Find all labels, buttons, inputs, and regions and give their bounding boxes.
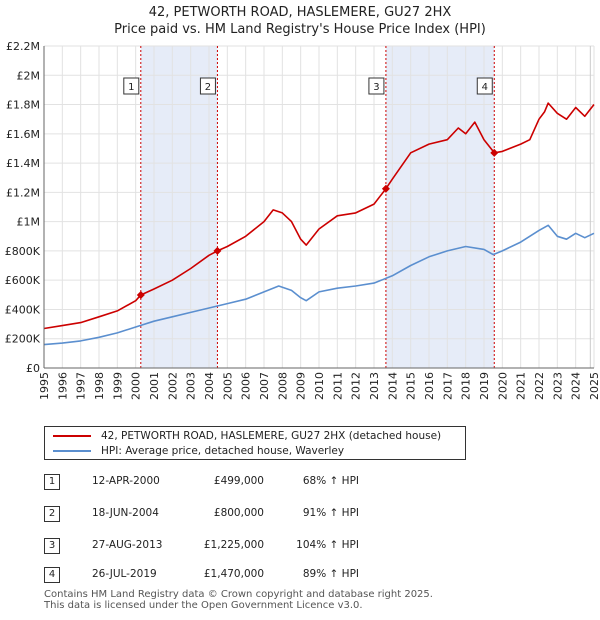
x-tick-label: 1999 [111,372,124,400]
transaction-date: 27-AUG-2013 [92,539,163,551]
x-tick-label: 2025 [588,372,600,400]
sale-point [490,148,499,157]
x-tick-label: 2024 [570,372,583,400]
shaded-period [385,46,495,368]
y-tick-label: £1M [17,216,41,229]
x-tick-label: 2023 [551,372,564,400]
x-tick-label: 1998 [93,372,106,400]
legend-item-hpi: HPI: Average price, detached house, Wave… [53,444,344,458]
annotation-box [368,77,385,95]
y-tick-label: £400K [5,303,41,316]
x-tick-label: 2001 [148,372,161,400]
transaction-number: 3 [44,538,60,554]
x-tick-label: 2000 [130,372,143,400]
x-tick-label: 2013 [368,372,381,400]
annotation-label: 1 [128,82,134,93]
annotation-box [123,77,140,95]
transaction-hpi: 91% ↑ HPI [302,507,359,519]
transaction-number: 2 [44,506,60,522]
x-tick-label: 2018 [460,372,473,400]
transaction-date: 12-APR-2000 [92,475,160,487]
transaction-hpi: 89% ↑ HPI [302,568,359,580]
y-tick-label: £2.2M [6,40,40,53]
x-tick-label: 2010 [313,372,326,400]
x-tick-label: 2006 [240,372,253,400]
y-tick-label: £800K [5,245,41,258]
transaction-row: 3 27-AUG-2013 £1,225,000 104% ↑ HPI [44,538,384,554]
transaction-hpi: 104% ↑ HPI [296,539,359,551]
annotation-box [199,77,216,95]
y-tick-label: £2M [17,69,41,82]
y-tick-label: £1.8M [6,99,40,112]
transaction-date: 18-JUN-2004 [92,507,159,519]
x-tick-label: 2007 [258,372,271,400]
annotation-box [476,77,493,95]
legend-item-property: 42, PETWORTH ROAD, HASLEMERE, GU27 2HX (… [53,429,441,443]
x-tick-label: 2016 [423,372,436,400]
x-tick-label: 2004 [203,372,216,400]
price-chart: 1 2 3 4 £0 £200K £400K £600K £800K £1M £1.2M £1.4M £… [5,40,600,400]
x-tick-label: 1997 [75,372,88,400]
x-tick-label: 2012 [350,372,363,400]
transaction-row: 4 26-JUL-2019 £1,470,000 89% ↑ HPI [44,567,384,583]
legend-label-hpi: HPI: Average price, detached house, Wave… [101,445,345,457]
property-price-line [43,102,595,330]
annotation-label: 4 [482,82,488,93]
sale-point [213,246,222,255]
transaction-price: £800,000 [213,507,264,519]
x-tick-label: 2014 [386,372,399,400]
x-tick-label: 2015 [405,372,418,400]
legend-swatch-hpi [53,450,91,452]
x-tick-label: 2009 [295,372,308,400]
y-tick-label: £0 [26,362,40,375]
legend-swatch-property [53,435,91,437]
footer: Contains HM Land Registry data © Crown c… [44,589,433,611]
x-tick-label: 2017 [441,372,454,400]
x-tick-label: 2021 [515,372,528,400]
chart-subtitle: Price paid vs. HM Land Registry's House … [114,22,486,37]
x-tick-label: 2008 [276,372,289,400]
transaction-price: £1,225,000 [203,539,264,551]
x-tick-label: 1996 [56,372,69,400]
transaction-number: 1 [44,474,60,490]
annotation-label: 3 [373,82,379,93]
transaction-number: 4 [44,567,60,583]
chart-title: 42, PETWORTH ROAD, HASLEMERE, GU27 2HX [148,5,452,20]
x-tick-label: 1995 [38,372,51,400]
transaction-row: 1 12-APR-2000 £499,000 68% ↑ HPI [44,474,384,490]
legend: 42, PETWORTH ROAD, HASLEMERE, GU27 2HX (… [44,426,466,460]
x-tick-label: 2003 [185,372,198,400]
transaction-price: £499,000 [213,475,264,487]
y-tick-label: £1.4M [6,157,40,170]
legend-label-property: 42, PETWORTH ROAD, HASLEMERE, GU27 2HX (… [101,430,442,442]
x-tick-label: 2002 [166,372,179,400]
y-tick-label: £1.6M [6,128,40,141]
transaction-price: £1,470,000 [203,568,264,580]
footer-copyright: Contains HM Land Registry data © Crown c… [44,589,433,600]
chart-title-block: 42, PETWORTH ROAD, HASLEMERE, GU27 2HX P… [0,4,600,38]
transaction-row: 2 18-JUN-2004 £800,000 91% ↑ HPI [44,506,384,522]
x-tick-label: 2011 [331,372,344,400]
hpi-line [43,224,595,346]
transaction-date: 26-JUL-2019 [92,568,157,580]
x-tick-label: 2019 [478,372,491,400]
y-tick-label: £200K [5,333,41,346]
transaction-hpi: 68% ↑ HPI [302,475,359,487]
annotation-label: 2 [205,82,211,93]
x-tick-label: 2022 [533,372,546,400]
sale-point [136,290,145,299]
sale-point [381,184,390,193]
x-tick-label: 2020 [496,372,509,400]
x-tick-label: 2005 [221,372,234,400]
y-tick-label: £1.2M [6,186,40,199]
y-tick-label: £600K [5,274,41,287]
footer-license: This data is licensed under the Open Gov… [44,600,363,611]
